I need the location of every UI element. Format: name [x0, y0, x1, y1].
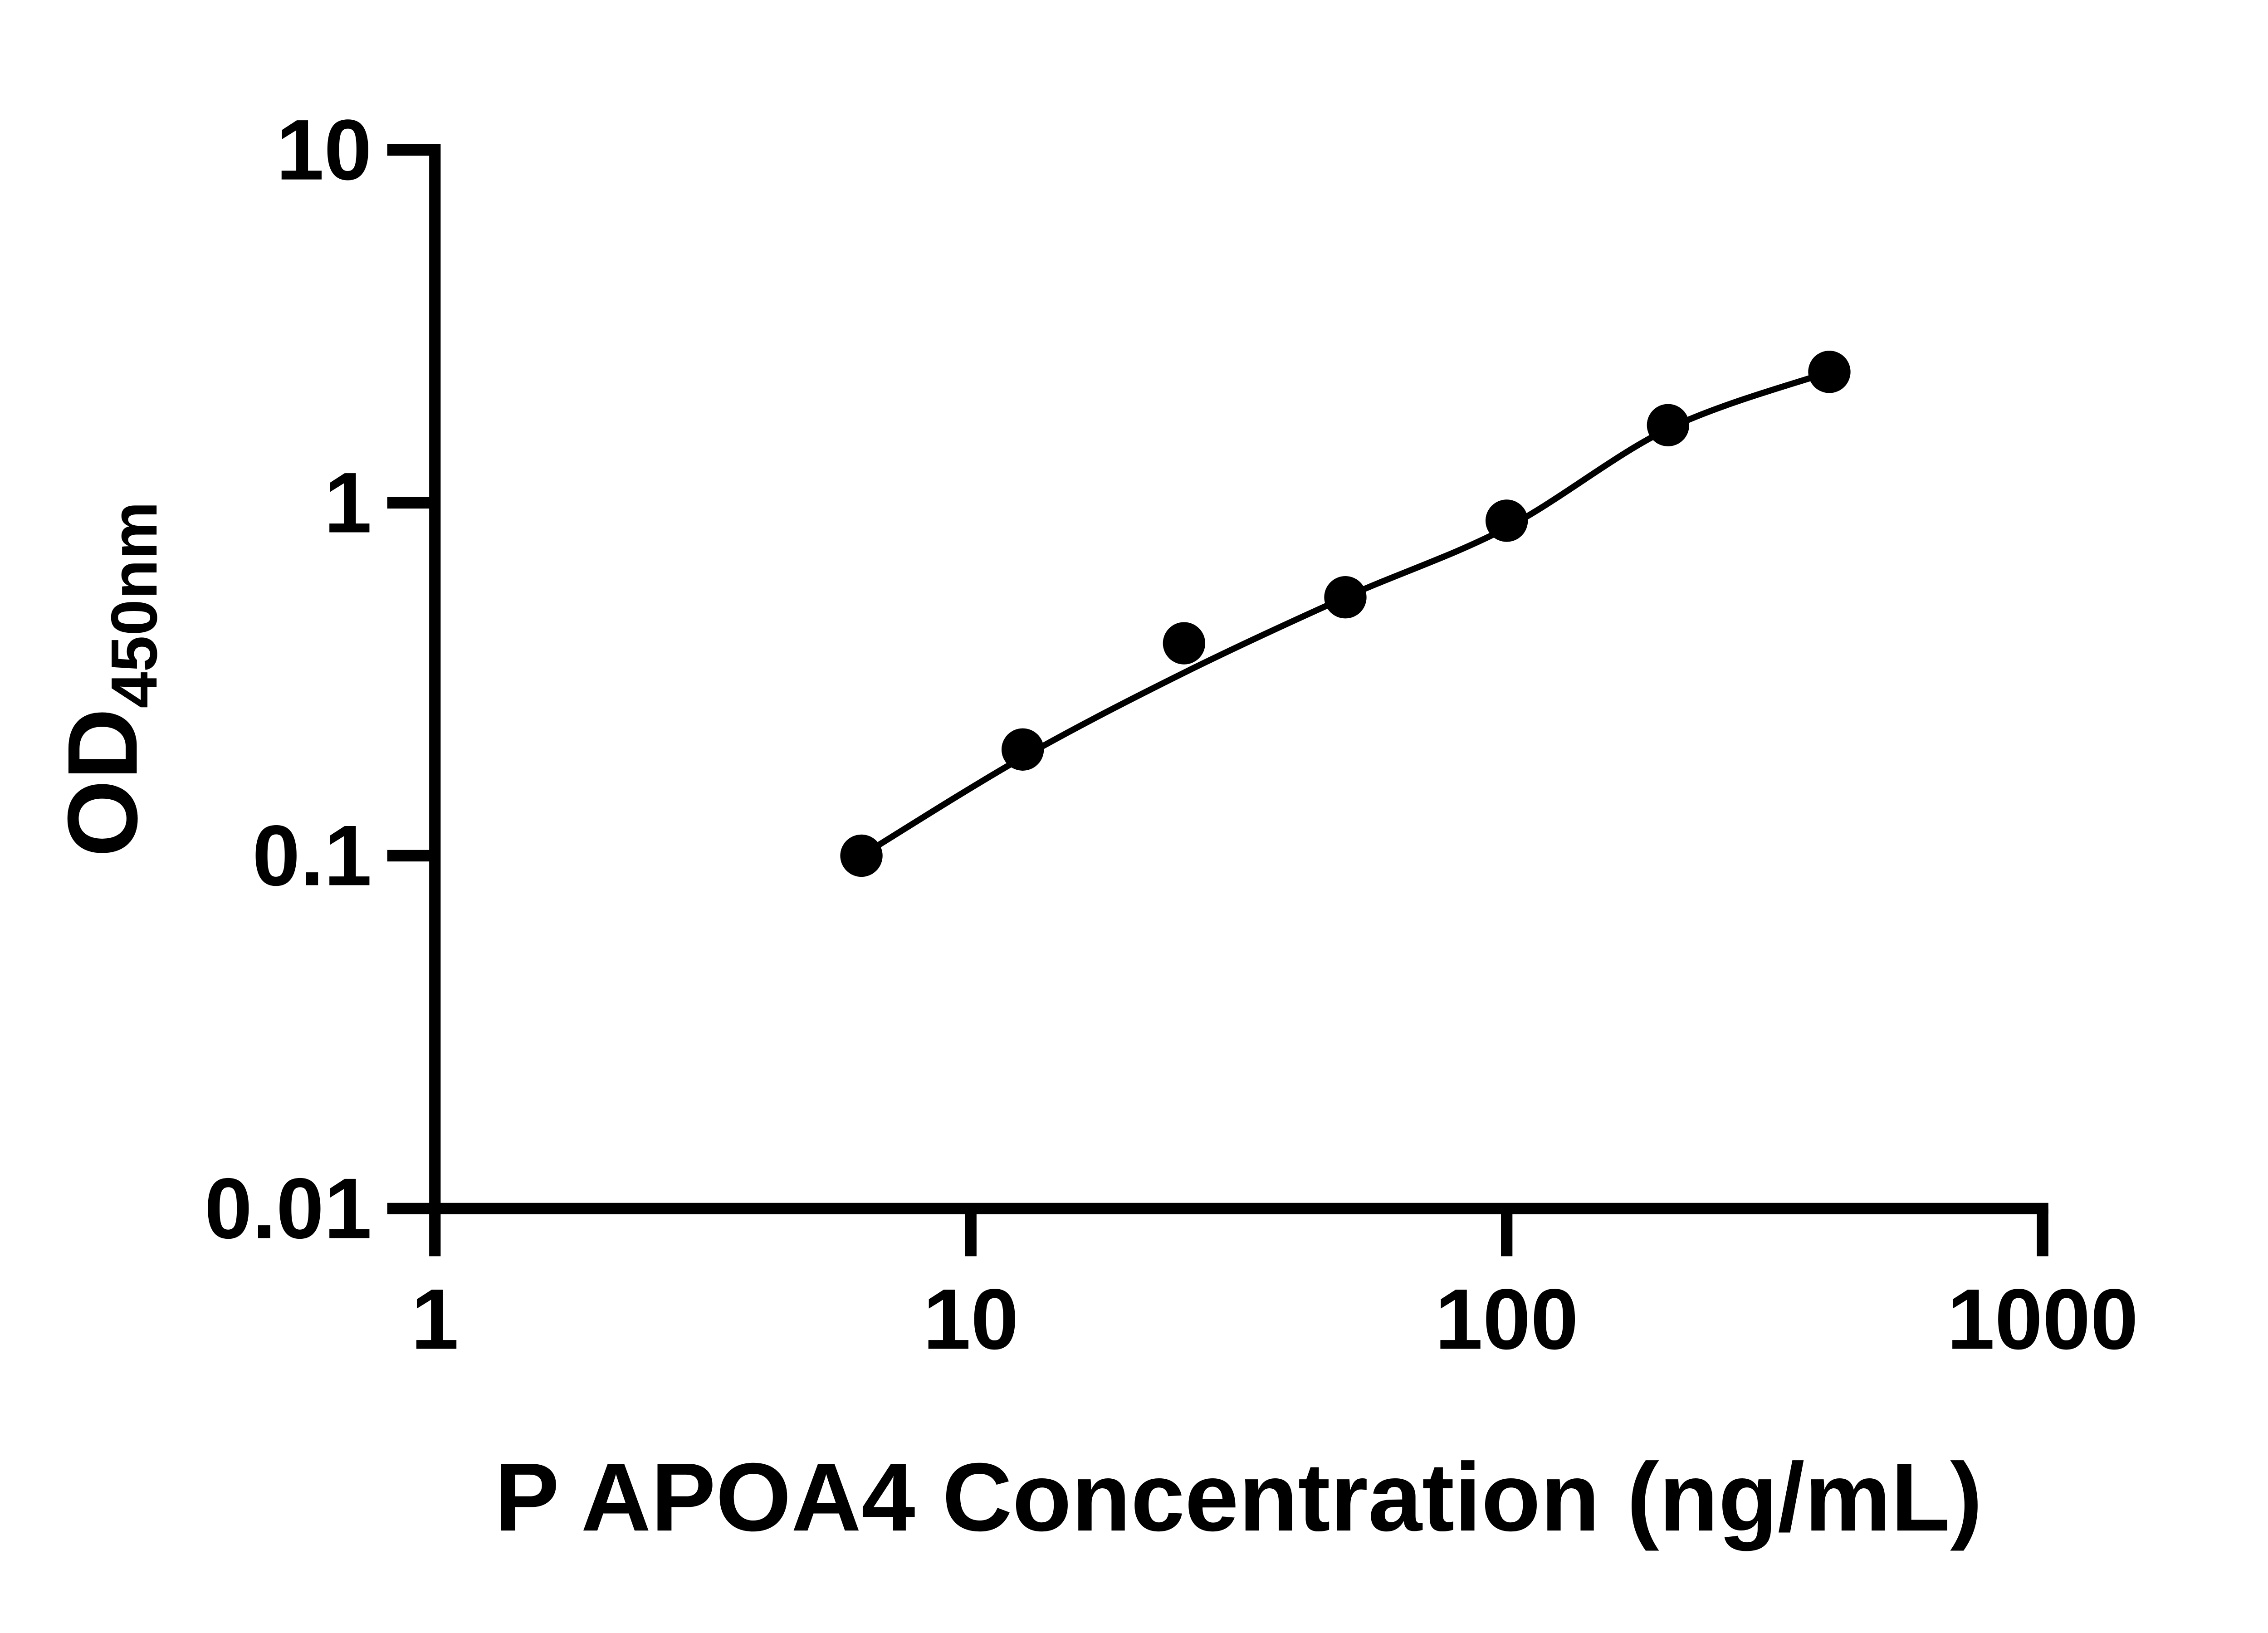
- y-tick-label-0.01: 0.01: [205, 1160, 372, 1257]
- tick-labels-group: 0.01 0.1 1 10 1 10 100 1000: [205, 102, 2138, 1368]
- x-tick-label-1: 1: [411, 1271, 459, 1368]
- x-axis-title: P APOA4 Concentration (ng/mL): [494, 1443, 1982, 1551]
- x-tick-label-100: 100: [1435, 1271, 1578, 1368]
- data-point-100ng-ml: [1485, 499, 1528, 542]
- y-axis-title: OD450nm: [47, 501, 171, 857]
- series-group: [840, 351, 1851, 877]
- axes-group: [387, 144, 2048, 1257]
- y-axis-title-subscript: 450nm: [98, 501, 171, 708]
- data-point-6.25ng-ml: [840, 834, 883, 877]
- data-point-25ng-ml: [1163, 622, 1206, 665]
- standard-curve-chart: 0.01 0.1 1 10 1 10 100 1000 P APOA4 Concentrati…: [0, 0, 2268, 1588]
- data-point-50ng-ml: [1324, 576, 1367, 619]
- figure-background: [0, 0, 2268, 1588]
- elisa-standard-curve-figure: 0.01 0.1 1 10 1 10 100 1000 P APOA4 Concentrati…: [0, 0, 2268, 1588]
- x-tick-label-1000: 1000: [1947, 1271, 2138, 1368]
- y-tick-label-1: 1: [324, 455, 371, 551]
- y-axis-title-main: OD: [47, 708, 158, 857]
- data-point-200ng-ml: [1647, 404, 1690, 446]
- data-point-400ng-ml: [1808, 351, 1851, 393]
- y-tick-label-10: 10: [276, 102, 372, 198]
- y-tick-label-0.1: 0.1: [252, 807, 372, 904]
- data-point-12.5ng-ml: [1001, 728, 1044, 771]
- x-tick-label-10: 10: [923, 1271, 1019, 1368]
